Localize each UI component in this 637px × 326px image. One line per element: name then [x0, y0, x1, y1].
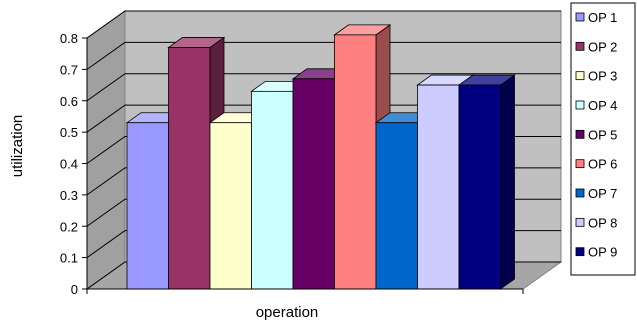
- legend-label: OP 2: [588, 39, 617, 54]
- legend-item: OP 5: [575, 127, 617, 142]
- legend-swatch: [575, 100, 585, 110]
- y-tick-label: 0.5: [60, 125, 78, 140]
- gridline: [86, 41, 561, 70]
- y-tick-label: 0.3: [60, 188, 78, 203]
- y-tick-label: 0: [71, 282, 78, 297]
- y-axis-title: utilization: [9, 115, 26, 178]
- legend-item: OP 1: [575, 10, 617, 25]
- bar-front: [209, 122, 252, 290]
- legend-item: OP 3: [575, 69, 617, 84]
- legend-swatch: [575, 71, 585, 81]
- legend-label: OP 5: [588, 127, 617, 142]
- y-tick-label: 0.2: [60, 219, 78, 234]
- y-tick-label: 0.8: [60, 31, 78, 46]
- bar-front: [168, 47, 211, 290]
- legend-label: OP 8: [588, 215, 617, 230]
- legend-swatch: [575, 159, 585, 169]
- legend-label: OP 7: [588, 186, 617, 201]
- legend-swatch: [575, 41, 585, 51]
- legend-item: OP 8: [575, 215, 617, 230]
- legend-label: OP 9: [588, 245, 617, 260]
- legend-item: OP 4: [575, 98, 617, 113]
- bar-front: [126, 122, 169, 290]
- y-tick-label: 0.6: [60, 94, 78, 109]
- x-axis-title: operation: [256, 304, 319, 321]
- legend-item: OP 7: [575, 186, 617, 201]
- bar-op-9: [457, 74, 516, 290]
- legend-swatch: [575, 217, 585, 227]
- bar-front: [292, 78, 335, 290]
- bars: [125, 24, 516, 290]
- legend-swatch: [575, 188, 585, 198]
- legend: OP 1 OP 2 OP 3 OP 4 OP 5 OP 6 OP 7 OP 8 OP 9: [570, 2, 636, 276]
- axes: [82, 37, 524, 294]
- legend-label: OP 4: [588, 98, 617, 113]
- legend-label: OP 3: [588, 69, 617, 84]
- gridline: [86, 73, 561, 102]
- y-tick-labels: 0 0.1 0.2 0.3 0.4 0.5 0.6 0.7 0.8: [60, 31, 78, 297]
- gridline: [86, 104, 561, 133]
- legend-label: OP 6: [588, 157, 617, 172]
- legend-swatch: [575, 129, 585, 139]
- bar-front: [417, 84, 460, 290]
- y-tick-label: 0.7: [60, 62, 78, 77]
- legend-item: OP 2: [575, 39, 617, 54]
- bar-front: [375, 122, 418, 290]
- y-tick-label: 0.4: [60, 157, 78, 172]
- legend-label: OP 1: [588, 10, 617, 25]
- y-tick-label: 0.1: [60, 251, 78, 266]
- legend-item: OP 6: [575, 157, 617, 172]
- bar-front: [251, 90, 294, 290]
- legend-item: OP 9: [575, 245, 617, 260]
- gridline: [86, 10, 561, 39]
- legend-swatch: [575, 247, 585, 257]
- bar-side: [500, 74, 515, 290]
- bar-front: [334, 34, 377, 290]
- bar-front: [458, 84, 501, 290]
- legend-swatch: [575, 12, 585, 22]
- bar-op-7: [374, 111, 433, 290]
